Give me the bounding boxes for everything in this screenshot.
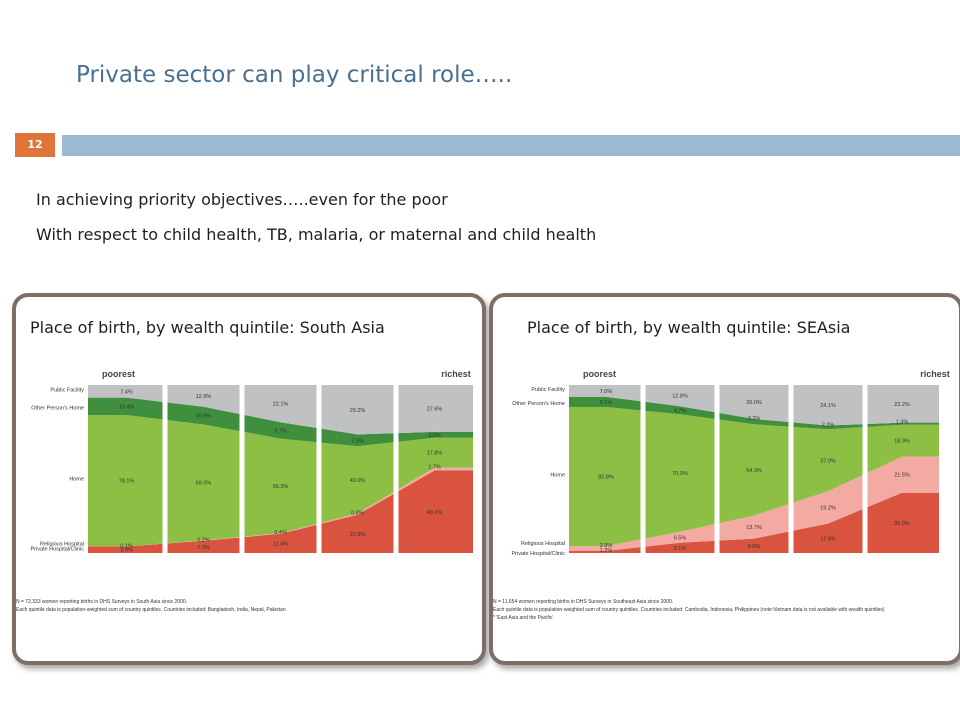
chart-note: Each quintile data is population-weighte… xyxy=(493,607,885,613)
data-label: 0.1% xyxy=(120,543,133,549)
category-label: Home xyxy=(69,477,84,483)
data-label: 24.1% xyxy=(820,403,836,409)
data-label: 29.2% xyxy=(350,408,366,414)
data-label: 1.3% xyxy=(896,420,909,426)
data-label: 8.6% xyxy=(748,544,761,550)
data-label: 1.7% xyxy=(428,465,441,471)
quintile-separator xyxy=(393,385,399,553)
area-public-facility xyxy=(88,385,473,435)
bullet-text-2: With respect to child health, TB, malari… xyxy=(36,225,597,244)
chart-title-south-asia: Place of birth, by wealth quintile: Sout… xyxy=(30,318,385,337)
chart-note: Each quintile data is population-weighte… xyxy=(16,607,286,613)
quintile-separator xyxy=(862,385,868,553)
data-label: 0.8% xyxy=(351,510,364,516)
slide-title: Private sector can play critical role….. xyxy=(76,62,513,88)
richest-label: richest xyxy=(441,369,471,379)
data-label: 17.5% xyxy=(820,536,836,542)
data-label: 7.3% xyxy=(197,545,210,551)
slide-number: 12 xyxy=(15,133,55,157)
data-label: 17.8% xyxy=(427,451,443,457)
category-label: Private Hospital/Clinic xyxy=(31,546,85,552)
header-band xyxy=(62,135,960,156)
category-label: Private Hospital/Clinic xyxy=(512,551,566,557)
data-label: 11.4% xyxy=(273,541,288,547)
category-label: Public Facility xyxy=(50,387,84,393)
data-label: 10.4% xyxy=(119,404,135,410)
data-label: 1.2% xyxy=(600,548,613,554)
category-label: Other Person's Home xyxy=(512,401,565,407)
area-other-person-s-home xyxy=(569,396,939,430)
richest-label: richest xyxy=(920,369,950,379)
data-label: 0.4% xyxy=(274,530,287,536)
bullet-text-1: In achieving priority objectives…..even … xyxy=(36,190,448,209)
data-label: 19.2% xyxy=(820,506,836,512)
quintile-separator xyxy=(316,385,322,553)
data-label: 56.3% xyxy=(273,484,289,490)
area-private-hospital-clinic xyxy=(88,470,473,553)
chart-note: N = 11,654 women reporting births in DHS… xyxy=(493,599,673,605)
data-label: 4.7% xyxy=(674,408,687,414)
quintile-separator xyxy=(714,385,720,553)
quintile-separator xyxy=(788,385,794,553)
data-label: 22.1% xyxy=(273,402,289,408)
chart-title-seasia: Place of birth, by wealth quintile: SEAs… xyxy=(527,318,851,337)
data-label: 20.0% xyxy=(746,400,762,406)
data-label: 40.0% xyxy=(350,478,366,484)
data-label: 54.3% xyxy=(746,468,762,474)
chart-seasia: 1.2% 6.1% 8.6% 17.5% 35.9% 2.9% 6.5% 13.7% 19.2%… xyxy=(493,369,950,621)
data-label: 9.7% xyxy=(274,428,287,434)
category-label: Other Person's Home xyxy=(31,405,84,411)
area-other-person-s-home xyxy=(88,397,473,447)
poorest-label: poorest xyxy=(102,369,135,379)
data-label: 3.9% xyxy=(120,548,133,554)
data-label: 12.9% xyxy=(196,394,212,400)
chart-note: * 'East Asia and the Pacific' xyxy=(493,615,553,621)
quintile-separator xyxy=(162,385,168,553)
data-label: 18.9% xyxy=(894,439,910,445)
data-label: 13.7% xyxy=(746,525,762,531)
quintile-separator xyxy=(640,385,646,553)
data-label: 0.2% xyxy=(197,537,210,543)
data-label: 3.5% xyxy=(428,433,441,439)
data-label: 6.5% xyxy=(674,535,687,541)
data-label: 21.5% xyxy=(894,473,910,479)
data-label: 12.8% xyxy=(672,394,688,400)
poorest-label: poorest xyxy=(583,369,616,379)
data-label: 35.9% xyxy=(894,521,910,527)
area-public-facility xyxy=(569,385,939,426)
category-label: Public Facility xyxy=(531,387,565,393)
data-label: 2.2% xyxy=(822,423,835,429)
chart-note: N = 72,333 women reporting births in DHS… xyxy=(16,599,187,605)
data-label: 22.2% xyxy=(894,402,910,408)
data-label: 69.0% xyxy=(196,480,212,486)
data-label: 82.8% xyxy=(598,475,614,481)
data-label: 37.0% xyxy=(820,458,836,464)
data-label: 27.6% xyxy=(427,407,443,413)
data-label: 10.6% xyxy=(196,414,212,420)
data-label: 6.1% xyxy=(600,400,613,406)
data-label: 7.0% xyxy=(600,389,613,395)
category-label: Religious Hospital xyxy=(521,541,565,547)
category-label: Home xyxy=(550,473,565,479)
data-label: 78.1% xyxy=(119,479,135,485)
chart-south-asia: 3.9% 7.3% 11.4% 22.8% 49.1% 0.1% 0.2% 0.4% 0.8% 1… xyxy=(16,369,473,613)
data-label: 3.2% xyxy=(748,416,761,422)
data-label: 6.1% xyxy=(674,546,687,552)
data-label: 7.0% xyxy=(351,438,364,444)
data-label: 49.1% xyxy=(427,510,443,516)
area-private-hospital-clinic xyxy=(569,492,939,553)
category-label: Religious Hospital xyxy=(40,541,84,547)
data-label: 2.9% xyxy=(600,543,613,549)
data-label: 70.0% xyxy=(672,471,688,477)
data-label: 22.8% xyxy=(350,532,366,538)
quintile-separator xyxy=(239,385,245,553)
area-home xyxy=(88,415,473,547)
area-home xyxy=(569,407,939,547)
data-label: 7.4% xyxy=(120,389,133,395)
